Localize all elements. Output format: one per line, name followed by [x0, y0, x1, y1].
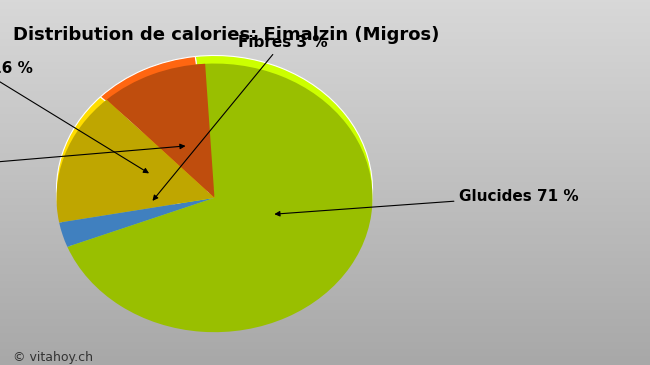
Text: Fibres 3 %: Fibres 3 %	[153, 35, 328, 200]
Text: © vitahoy.ch: © vitahoy.ch	[13, 351, 93, 364]
Wedge shape	[57, 100, 214, 223]
Text: Lipides 16 %: Lipides 16 %	[0, 61, 148, 173]
Text: Glucides 71 %: Glucides 71 %	[276, 189, 579, 216]
Text: Distribution de calories: Eimalzin (Migros): Distribution de calories: Eimalzin (Migr…	[13, 26, 439, 43]
Wedge shape	[101, 57, 214, 190]
Wedge shape	[57, 97, 214, 220]
Wedge shape	[70, 55, 372, 324]
Text: Protéines 11 %: Protéines 11 %	[0, 144, 185, 177]
Wedge shape	[107, 64, 214, 198]
Wedge shape	[68, 64, 372, 332]
Wedge shape	[60, 190, 214, 244]
Wedge shape	[59, 198, 215, 247]
